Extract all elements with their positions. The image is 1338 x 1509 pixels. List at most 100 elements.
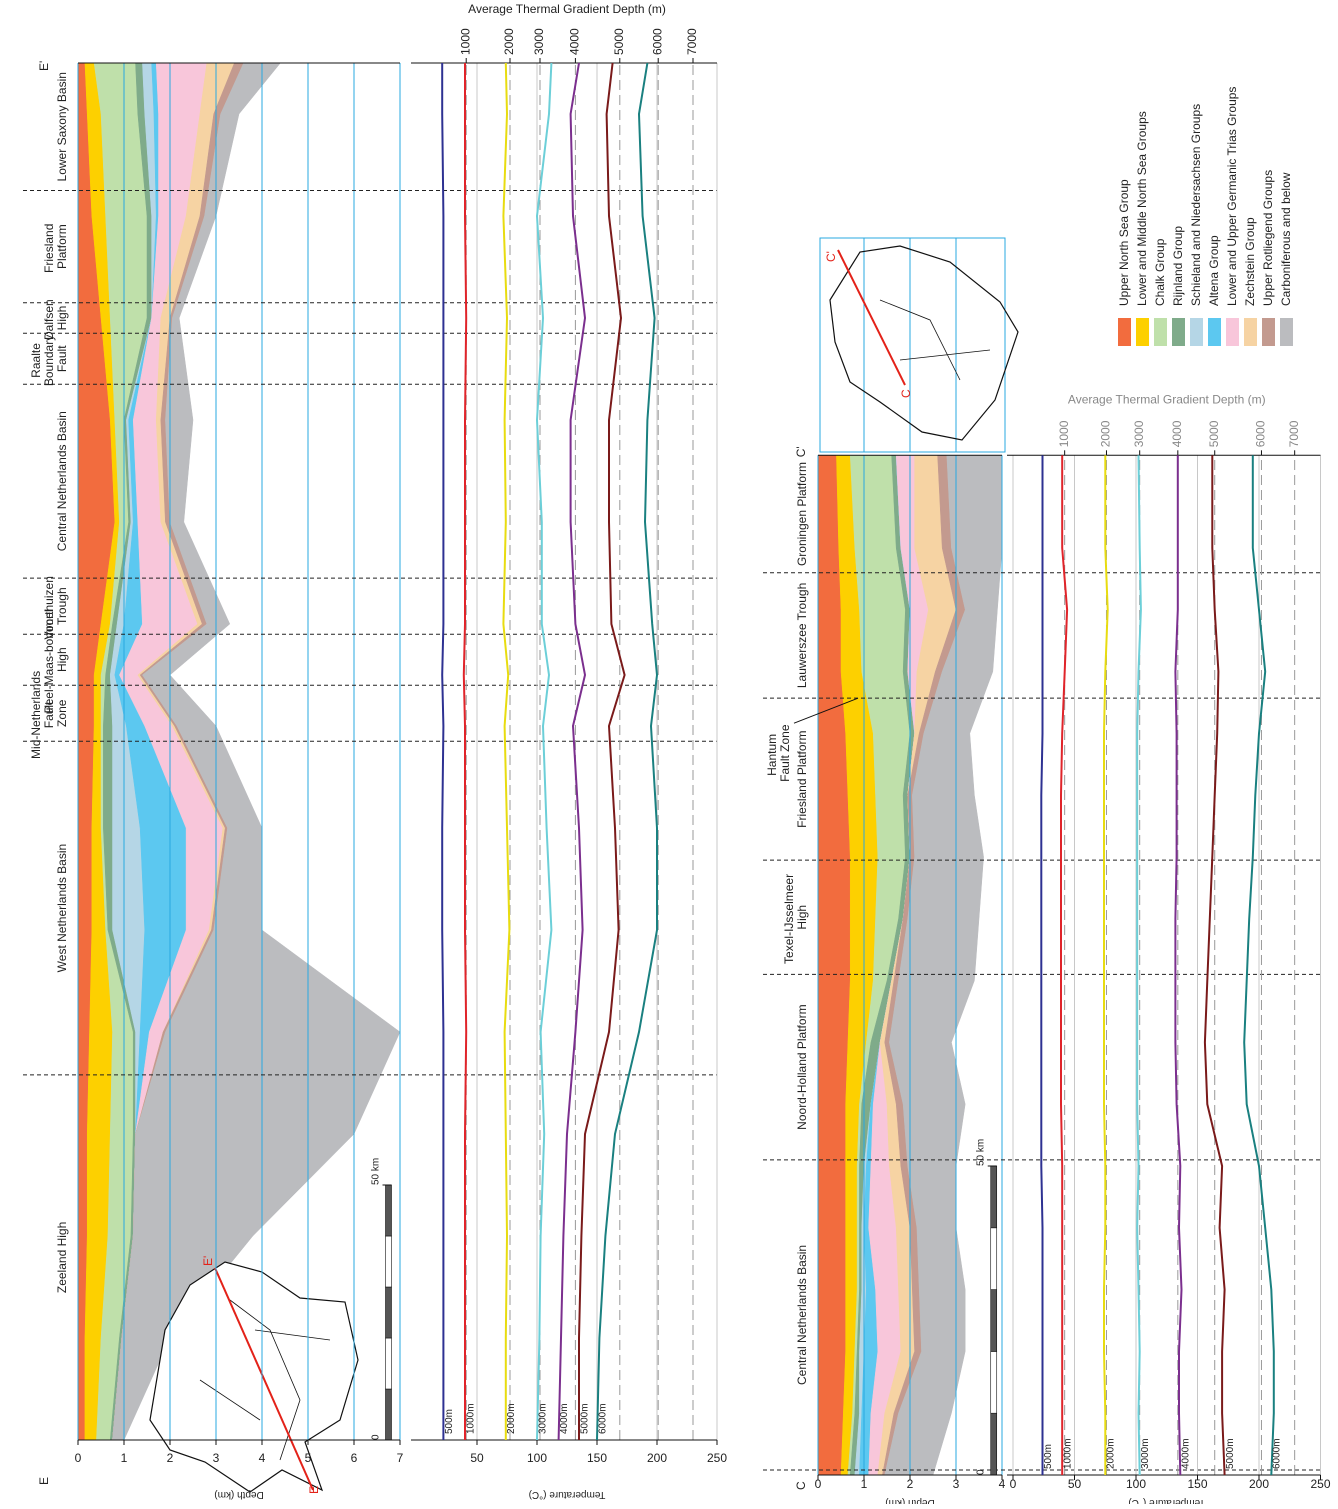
y-tick-label: 0 <box>1010 1477 1017 1491</box>
temperature-line <box>578 62 626 1440</box>
region-label-line: Central Netherlands Basin <box>55 411 69 551</box>
map-inner-lines <box>879 299 991 381</box>
region-label: Raalte Boundary Fault <box>29 331 69 386</box>
y-tick-label: 50 <box>470 1451 484 1465</box>
region-label: Groningen Platform <box>795 462 809 566</box>
region-label-line: Lauwerszee Trough <box>795 583 809 688</box>
y-tick-label: 3 <box>953 1477 960 1491</box>
y-tick-label: 0 <box>75 1451 82 1465</box>
scale-bar-segment <box>385 1337 392 1390</box>
region-label: West Netherlands Basin <box>55 844 69 973</box>
section-trace <box>214 1267 314 1491</box>
legend-label: Carboniferous and below <box>1279 172 1293 306</box>
scale-bar-segment <box>990 1227 998 1290</box>
region-label: Dalfsen High <box>42 296 69 340</box>
temperature-line <box>1040 455 1044 1475</box>
y-tick-label: 200 <box>1249 1477 1269 1491</box>
region-label: Lower Saxony Basin <box>55 72 69 181</box>
y-tick-label: 1 <box>861 1477 868 1491</box>
map-outline <box>149 1261 359 1493</box>
top-tick-label: 6000 <box>650 28 664 55</box>
y-tick-label: 250 <box>707 1451 727 1465</box>
region-label: Lauwerszee Trough <box>795 583 809 688</box>
top-axis-title: Average Thermal Gradient Depth (m) <box>468 2 666 16</box>
scale-bar-segment <box>385 1184 392 1237</box>
legend-swatch <box>1172 318 1185 346</box>
region-label-line: Texel-IJsselmeer <box>782 871 796 964</box>
temperature-line <box>596 62 659 1441</box>
region-label-line: West Netherlands Basin <box>55 844 69 973</box>
top-tick-label: 7000 <box>1287 420 1301 447</box>
temperature-line <box>557 62 587 1441</box>
scale-bar-segment <box>385 1388 392 1441</box>
scale-label: 50 km <box>976 1139 987 1166</box>
region-label-line: Fault <box>55 345 69 372</box>
region-label-line: Raalte <box>29 340 43 378</box>
series-label: 500m <box>444 1409 455 1434</box>
region-label: Friesland Platform <box>795 730 809 827</box>
y-tick-label: 7 <box>397 1451 404 1465</box>
top-tick-label: 4000 <box>568 28 582 55</box>
temperature-line <box>1060 455 1069 1475</box>
top-tick-label: 1000 <box>458 28 472 55</box>
legend-label: Rijnland Group <box>1171 226 1185 306</box>
region-label-line: High <box>55 647 69 672</box>
region-label-line: Voorthuizen <box>42 573 56 640</box>
scale-label: 0 <box>371 1434 382 1440</box>
series-label: 6000m <box>597 1403 608 1434</box>
y-tick-label: 4 <box>259 1451 266 1465</box>
map-label: E <box>307 1486 321 1494</box>
region-label-line: Noord-Holland Platform <box>795 1004 809 1129</box>
series-label: 1000m <box>1063 1438 1074 1469</box>
axis-title: Temperature (°C) <box>1128 1497 1205 1504</box>
region-label-line: Friesland <box>42 220 56 273</box>
scale-bar-segment <box>990 1165 998 1229</box>
annotation-line: Fault Zone <box>778 724 792 782</box>
legend-swatch <box>1136 318 1149 346</box>
location-map: E E' <box>149 1256 359 1494</box>
y-tick-label: 2 <box>167 1451 174 1465</box>
top-tick-label: 4000 <box>1170 420 1184 447</box>
legend-label: Upper Rotliegend Groups <box>1261 170 1275 306</box>
legend-label: Altena Group <box>1207 235 1221 306</box>
region-label-line: High <box>795 905 809 930</box>
legend-label: Lower and Upper Germanic Trias Groups <box>1225 87 1239 306</box>
region-label: Voorthuizen Trough <box>42 573 69 640</box>
top-tick-label: 3000 <box>532 28 546 55</box>
section-trace <box>837 249 906 386</box>
region-label-line: Platform <box>55 224 69 269</box>
region-label-line: Boundary <box>42 331 56 386</box>
top-tick-label: 5000 <box>612 28 626 55</box>
region-label: Mid-Netherlands Fault Zone <box>29 668 69 759</box>
legend-swatch <box>1280 318 1293 346</box>
legend-label: Upper North Sea Group <box>1117 179 1131 306</box>
temperature-line <box>1174 455 1183 1476</box>
y-tick-label: 150 <box>587 1451 607 1465</box>
region-label-line: Mid-Netherlands <box>29 668 43 759</box>
map-inner-lines <box>199 1299 331 1461</box>
region-label: Friesland Platform <box>42 220 69 273</box>
temperature-line <box>1203 455 1226 1476</box>
series-label: 3000m <box>537 1403 548 1434</box>
legend-label: Chalk Group <box>1153 238 1167 306</box>
scale-bar-segment <box>385 1286 392 1339</box>
annotation: Hantum Fault Zone <box>765 724 792 782</box>
region-label-line: Friesland Platform <box>795 730 809 827</box>
scale-label: 50 km <box>371 1158 382 1185</box>
legend-swatch <box>1118 318 1131 346</box>
top-tick-label: 7000 <box>685 28 699 55</box>
region-label: Texel-IJsselmeer High <box>782 871 809 964</box>
region-label-line: Zone <box>55 699 69 727</box>
y-tick-label: 100 <box>527 1451 547 1465</box>
region-label-line: Zeeland High <box>55 1222 69 1293</box>
y-tick-label: 150 <box>1187 1477 1207 1491</box>
series-label: 500m <box>1043 1444 1054 1469</box>
scale-bar-segment <box>990 1412 998 1476</box>
top-tick-label: 1000 <box>1057 420 1071 447</box>
series-label: 4000m <box>1181 1438 1192 1469</box>
section-end-label: C' <box>794 446 808 457</box>
region-label-line: High <box>55 306 69 331</box>
y-tick-label: 0 <box>815 1477 822 1491</box>
region-label-line: Groningen Platform <box>795 462 809 566</box>
